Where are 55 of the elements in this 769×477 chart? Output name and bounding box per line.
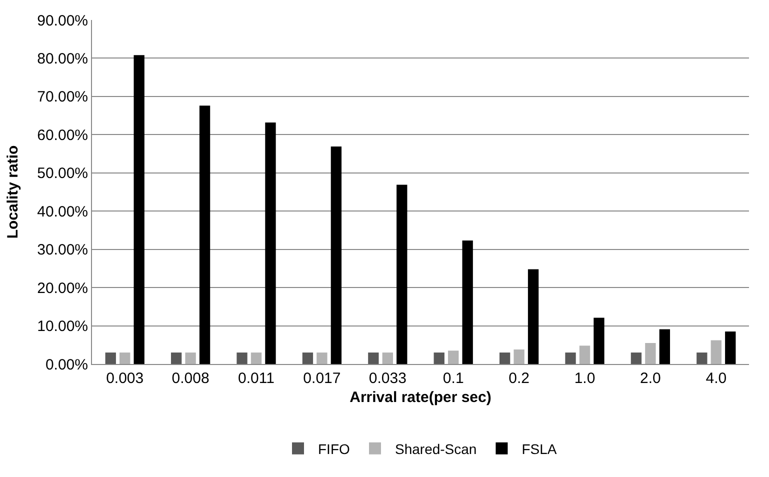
bar	[134, 55, 144, 364]
bar	[645, 342, 656, 364]
x-tick-label: 1.0	[574, 370, 596, 387]
bar	[565, 352, 576, 364]
x-tick-label: 4.0	[706, 370, 727, 387]
y-tick-label: 0.00%	[45, 356, 88, 374]
x-tick-label: 0.1	[442, 370, 464, 387]
y-tick-label: 80.00%	[37, 50, 88, 68]
bar	[514, 349, 524, 364]
bar	[710, 340, 722, 364]
legend-label: FIFO	[318, 440, 350, 457]
bar	[199, 106, 210, 364]
y-tick-label: 40.00%	[37, 203, 88, 220]
bar	[185, 352, 196, 364]
bar	[396, 184, 408, 364]
x-tick-label: 0.003	[106, 370, 144, 387]
y-tick-label: 60.00%	[37, 126, 88, 144]
bar	[528, 269, 539, 364]
bar	[579, 346, 590, 364]
legend-label: FSLA	[522, 440, 558, 457]
bar	[462, 240, 473, 364]
y-tick-label: 10.00%	[37, 318, 88, 336]
bar	[265, 122, 276, 364]
bar	[302, 352, 314, 364]
x-tick-label: 0.011	[238, 370, 274, 387]
x-tick-label: 0.017	[303, 370, 341, 387]
bar	[659, 329, 670, 364]
bar	[499, 352, 510, 364]
bar	[316, 352, 328, 364]
bar	[236, 352, 248, 364]
bar	[448, 350, 459, 364]
x-tick-label: 0.033	[368, 370, 406, 387]
bar	[105, 352, 116, 364]
bar	[330, 146, 342, 364]
y-tick-label: 20.00%	[37, 280, 88, 297]
bar	[170, 352, 182, 364]
y-tick-label: 30.00%	[37, 242, 88, 259]
x-axis-title: Arrival rate(per sec)	[350, 389, 492, 406]
y-tick-label: 70.00%	[37, 88, 88, 106]
y-tick-label: 50.00%	[37, 165, 88, 182]
bar	[594, 318, 604, 364]
bar	[382, 352, 393, 364]
bar	[250, 352, 262, 364]
bar	[725, 332, 736, 364]
bar	[120, 352, 130, 364]
bar	[434, 352, 444, 364]
bar	[696, 352, 708, 364]
x-tick-label: 0.008	[172, 370, 210, 387]
x-tick-label: 2.0	[640, 370, 661, 387]
y-axis-title: Locality ratio	[4, 145, 22, 239]
bar	[368, 352, 379, 364]
bar	[630, 352, 642, 364]
x-tick-label: 0.2	[508, 370, 530, 387]
legend-label: Shared-Scan	[394, 440, 477, 457]
y-tick-label: 90.00%	[37, 12, 88, 30]
